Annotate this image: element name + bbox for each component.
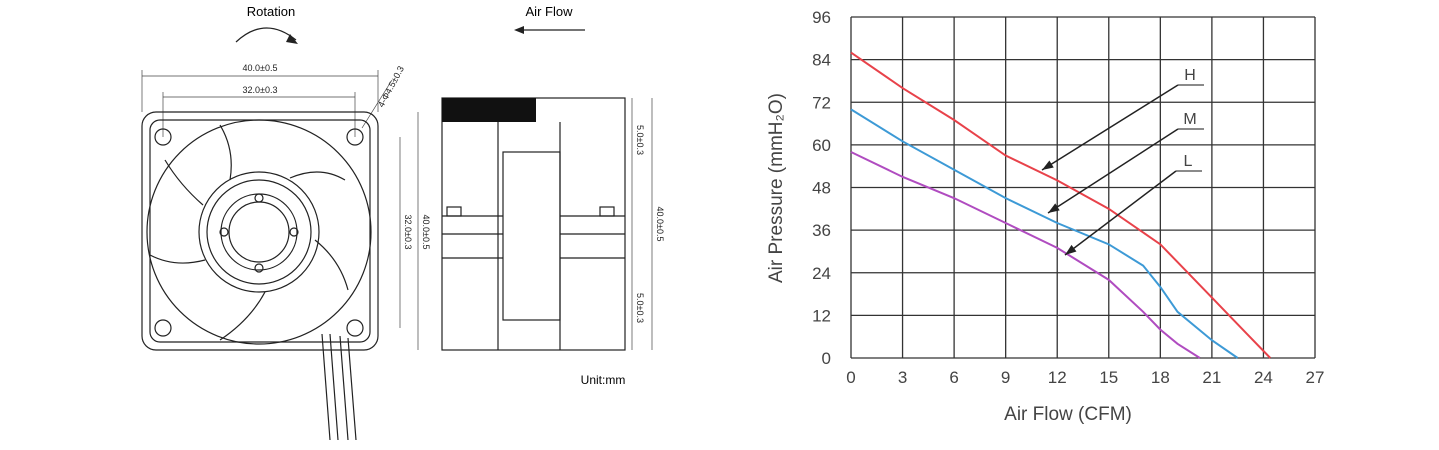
hub-hole	[254, 263, 264, 273]
y-tick-label: 60	[812, 136, 831, 155]
annotation: M	[1183, 111, 1196, 128]
annotation: L	[1184, 153, 1193, 170]
hub	[220, 193, 298, 271]
y-tick-label: 0	[822, 349, 831, 368]
side-view	[441, 97, 626, 351]
annotation: H	[1184, 67, 1196, 84]
x-tick-label: 12	[1048, 368, 1067, 387]
series-line	[850, 51, 1272, 359]
unit-label: Unit:mm	[581, 373, 626, 387]
fan-shroud	[146, 119, 372, 345]
x-tick-label: 6	[949, 368, 958, 387]
hole	[346, 128, 364, 146]
hole	[154, 128, 172, 146]
arrow-head	[514, 26, 524, 34]
dim-label: 40.0±0.5	[655, 207, 665, 242]
hub-hole	[254, 193, 264, 203]
x-tick-label: 3	[898, 368, 907, 387]
y-tick-label: 96	[812, 8, 831, 27]
fan-frame	[141, 111, 379, 351]
side-hub	[502, 151, 561, 321]
label-bar	[442, 98, 536, 122]
y-tick-label: 72	[812, 93, 831, 112]
hub	[228, 201, 290, 263]
annotation-arrow	[1047, 128, 1179, 214]
hub-hole	[289, 227, 299, 237]
hub-hole	[219, 227, 229, 237]
dim-label: 4-Φ4.5±0.3	[376, 64, 406, 109]
y-tick-label: 48	[812, 179, 831, 198]
x-tick-label: 0	[846, 368, 855, 387]
side-lines	[442, 122, 625, 350]
y-tick-label: 84	[812, 51, 831, 70]
dim-label: 5.0±0.3	[635, 293, 645, 323]
series-line	[850, 151, 1201, 359]
x-tick-label: 24	[1254, 368, 1273, 387]
x-tick-label: 27	[1306, 368, 1325, 387]
x-tick-label: 21	[1202, 368, 1221, 387]
annotation-arrow	[1041, 84, 1179, 171]
y-axis-label: Air Pressure (mmH₂O)	[766, 93, 787, 283]
wires	[321, 333, 357, 441]
arrow-head	[1048, 203, 1060, 213]
y-tick-label: 36	[812, 221, 831, 240]
hole	[346, 319, 364, 337]
dim-label: 40.0±0.5	[421, 215, 431, 250]
arrow-head	[286, 34, 298, 44]
arrow-head	[1065, 244, 1077, 255]
dim-label: 5.0±0.3	[635, 125, 645, 155]
hub	[206, 179, 312, 285]
side-tab	[599, 206, 615, 217]
x-tick-label: 18	[1151, 368, 1170, 387]
fan-blades	[149, 124, 349, 341]
series-line	[850, 108, 1239, 359]
x-tick-label: 9	[1001, 368, 1010, 387]
arrow-head	[1042, 160, 1054, 170]
annotation-arrow	[1064, 170, 1177, 256]
fan-frame-inner	[149, 119, 371, 343]
hole	[154, 319, 172, 337]
y-tick-label: 12	[812, 306, 831, 325]
side-tab	[446, 206, 462, 217]
airflow-label: Air Flow	[526, 4, 574, 19]
rotation-arrow	[235, 27, 297, 43]
fan-drawing: Rotation Air Flow 40.0±0.5 32.0±0.3 4-Φ4…	[141, 4, 665, 441]
y-tick-label: 24	[812, 264, 831, 283]
dim-label: 32.0±0.3	[243, 85, 278, 95]
dim-line	[361, 79, 393, 129]
rotation-label: Rotation	[247, 4, 295, 19]
dim-label: 40.0±0.5	[243, 63, 278, 73]
hub	[198, 171, 320, 293]
dim-label: 32.0±0.3	[403, 215, 413, 250]
x-axis-label: Air Flow (CFM)	[1004, 404, 1132, 425]
x-tick-label: 15	[1099, 368, 1118, 387]
